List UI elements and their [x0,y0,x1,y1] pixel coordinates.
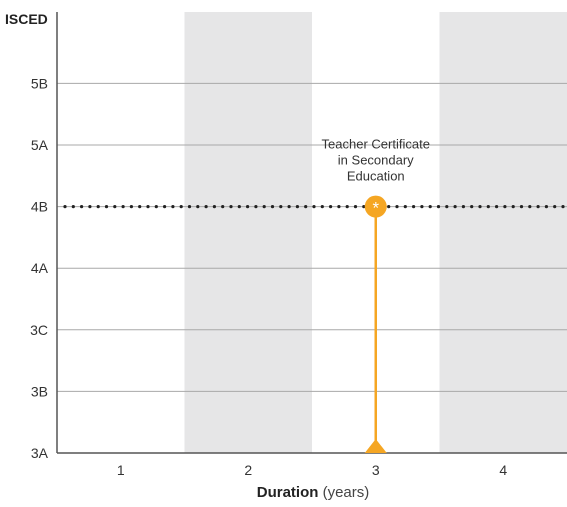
x-axis-title: Duration (years) [257,484,370,501]
y-tick-3A: 3A [31,445,49,461]
gridlines [57,82,567,392]
y-tick-4B: 4B [31,199,48,215]
series: * Teacher Certificate in Secondary Educatio… [322,137,430,453]
y-tick-labels: 3A 3B 3C 4A 4B 5A 5B [30,75,49,461]
shaded-columns [184,12,567,453]
qualification-point-0 [364,195,387,218]
y-tick-4A: 4A [31,260,49,276]
x-axis-title-unit: (years) [318,484,369,501]
qualification-point-symbol-0: * [372,199,379,218]
qualification-label-0: Teacher Certificate in Secondary Education [322,137,430,184]
qualification-label-line: Teacher Certificate [322,137,430,152]
y-tick-5B: 5B [31,75,48,91]
qualification-label-line: Education [347,169,405,184]
x-tick-1: 1 [117,462,125,478]
x-axis-title-main: Duration [257,484,319,501]
shaded-column-2 [184,12,312,453]
shaded-column-4 [439,12,567,453]
qualification-label-line: in Secondary [338,153,414,168]
y-tick-3B: 3B [31,383,48,399]
x-tick-3: 3 [372,462,380,478]
x-tick-labels: 1 2 3 4 [117,462,508,478]
y-tick-5A: 5A [31,137,49,153]
x-tick-2: 2 [244,462,252,478]
y-axis-title: ISCED [5,11,48,27]
x-tick-4: 4 [499,462,507,478]
entry-level-marker-0 [364,439,387,453]
axes [56,12,567,454]
y-tick-3C: 3C [30,322,48,338]
